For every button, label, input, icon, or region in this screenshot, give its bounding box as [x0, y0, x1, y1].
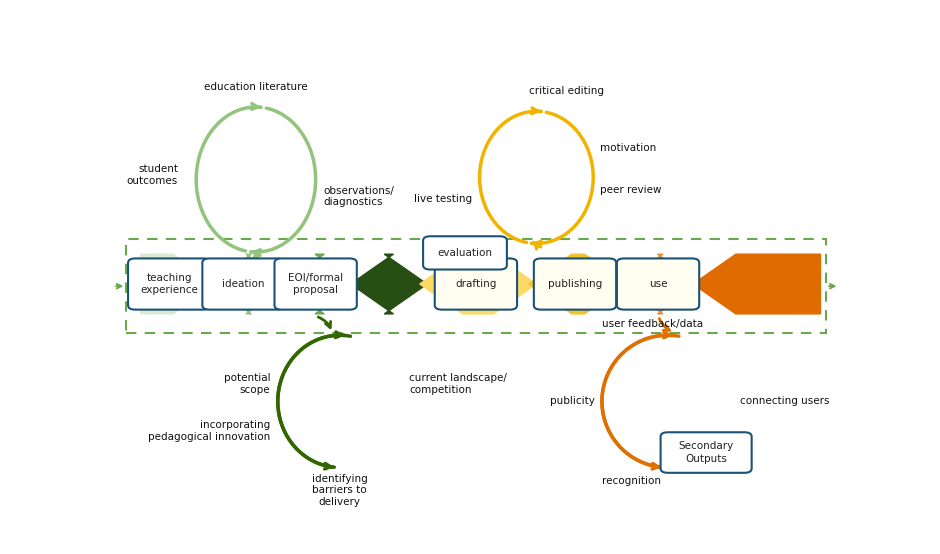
Text: drafting: drafting — [455, 279, 496, 289]
Text: publishing: publishing — [548, 279, 603, 289]
FancyBboxPatch shape — [202, 258, 285, 310]
Text: connecting users: connecting users — [741, 396, 830, 406]
Text: peer review: peer review — [601, 185, 662, 195]
Polygon shape — [693, 254, 821, 314]
Text: recognition: recognition — [602, 476, 661, 486]
Polygon shape — [620, 254, 700, 314]
Text: observations/
diagnostics: observations/ diagnostics — [323, 186, 394, 207]
FancyBboxPatch shape — [423, 236, 507, 270]
Polygon shape — [420, 254, 537, 314]
FancyBboxPatch shape — [274, 258, 357, 310]
Text: teaching
experience: teaching experience — [140, 273, 198, 295]
Text: publicity: publicity — [550, 396, 595, 406]
Text: critical editing: critical editing — [529, 86, 604, 96]
Text: live testing: live testing — [415, 194, 472, 204]
Text: ideation: ideation — [222, 279, 265, 289]
Text: student
outcomes: student outcomes — [127, 165, 178, 186]
Text: identifying
barriers to
delivery: identifying barriers to delivery — [312, 474, 368, 507]
Text: education literature: education literature — [204, 82, 307, 92]
FancyBboxPatch shape — [617, 258, 699, 310]
Text: motivation: motivation — [601, 142, 657, 152]
FancyBboxPatch shape — [435, 258, 517, 310]
FancyBboxPatch shape — [128, 258, 211, 310]
Text: current landscape/
competition: current landscape/ competition — [409, 373, 507, 395]
FancyBboxPatch shape — [534, 258, 616, 310]
Text: user feedback/data: user feedback/data — [602, 319, 703, 329]
Text: use: use — [649, 279, 667, 289]
Polygon shape — [351, 254, 427, 314]
Polygon shape — [529, 254, 628, 314]
Text: potential
scope: potential scope — [224, 373, 271, 395]
Polygon shape — [209, 254, 289, 314]
Text: incorporating
pedagogical innovation: incorporating pedagogical innovation — [149, 420, 271, 442]
Text: evaluation: evaluation — [437, 248, 493, 258]
Text: Secondary
Outputs: Secondary Outputs — [679, 442, 734, 464]
Text: EOI/formal
proposal: EOI/formal proposal — [288, 273, 343, 295]
Polygon shape — [129, 254, 216, 314]
Polygon shape — [281, 254, 358, 314]
FancyBboxPatch shape — [661, 432, 752, 473]
